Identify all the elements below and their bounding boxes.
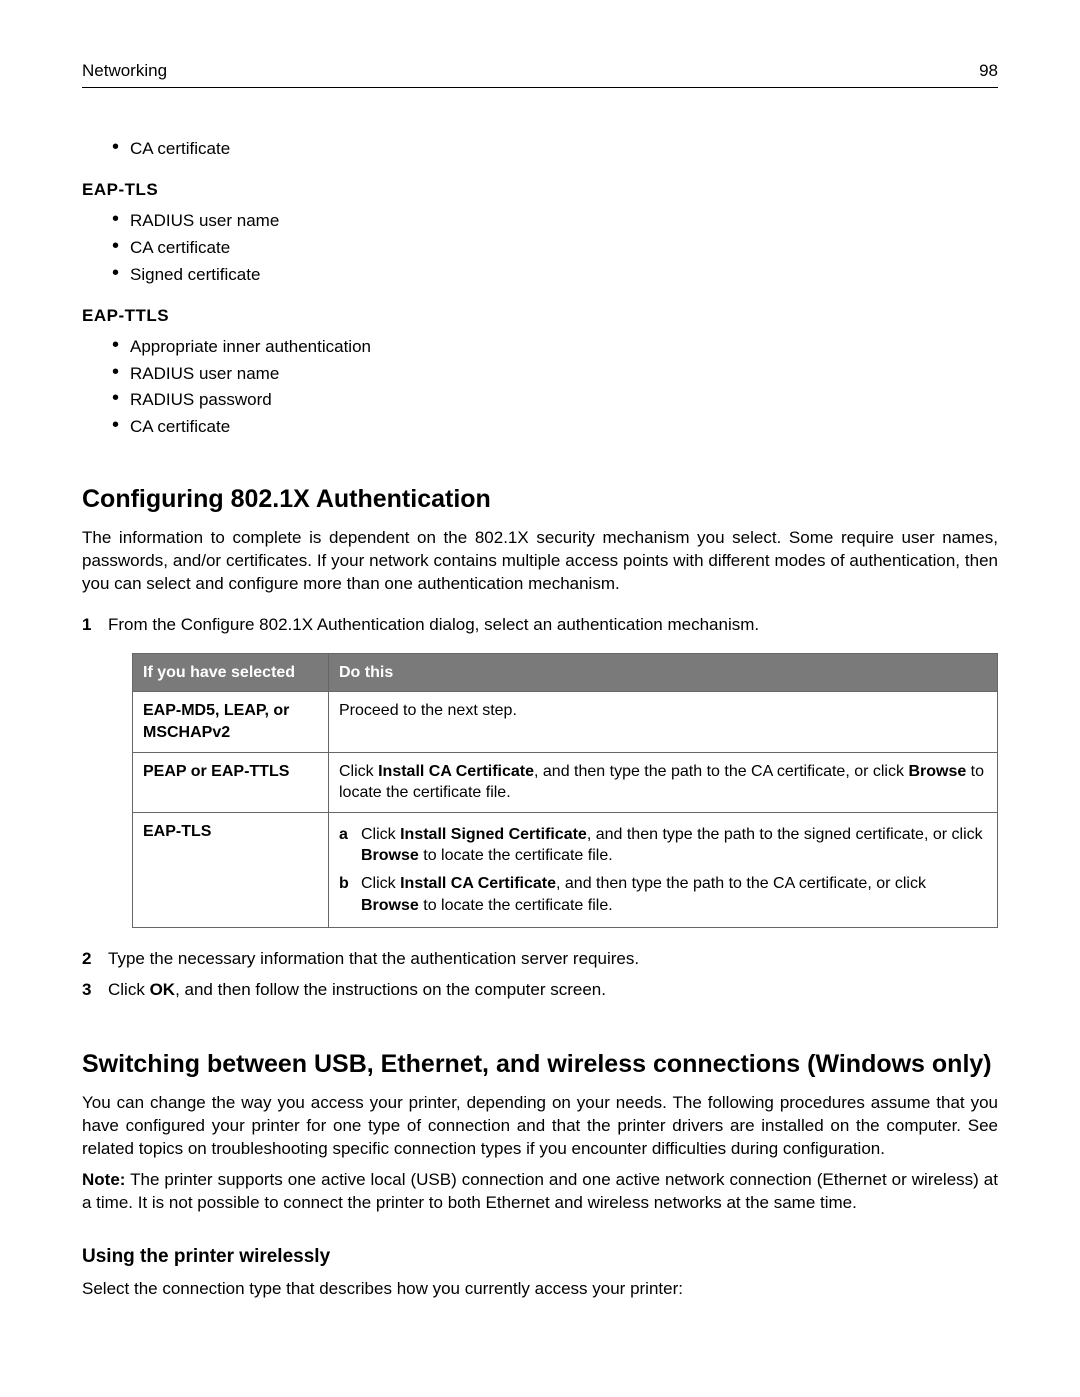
step-1-text: From the Configure 802.1X Authentication… (108, 615, 759, 634)
sub-steps: Click Install Signed Certificate, and th… (339, 821, 987, 919)
list-item: RADIUS user name (112, 208, 998, 235)
header-page-number: 98 (979, 60, 998, 83)
cell-do-this: Click Install CA Certificate, and then t… (329, 752, 998, 812)
using-wirelessly-p: Select the connection type that describe… (82, 1278, 998, 1301)
sub-step-b: Click Install CA Certificate, and then t… (339, 870, 987, 919)
list-item: RADIUS password (112, 387, 998, 414)
cell-selected: EAP-TLS (133, 812, 329, 927)
using-wirelessly-title: Using the printer wirelessly (82, 1244, 998, 1270)
page-container: Networking 98 CA certificate EAP‑TLS RAD… (0, 0, 1080, 1397)
cell-selected: PEAP or EAP-TTLS (133, 752, 329, 812)
cell-do-this: Proceed to the next step. (329, 692, 998, 752)
steps-list: From the Configure 802.1X Authentication… (82, 610, 998, 1006)
list-item: CA certificate (112, 136, 998, 163)
auth-table: If you have selected Do this EAP-MD5, LE… (132, 653, 998, 928)
list-item: CA certificate (112, 235, 998, 262)
step-2: Type the necessary information that the … (82, 944, 998, 975)
pre-bullet-list: CA certificate (82, 136, 998, 163)
page-header: Networking 98 (82, 60, 998, 88)
eap-tls-list: RADIUS user name CA certificate Signed c… (82, 208, 998, 289)
table-row: PEAP or EAP-TTLS Click Install CA Certif… (133, 752, 998, 812)
section-configuring-intro: The information to complete is dependent… (82, 527, 998, 596)
cell-selected: EAP-MD5, LEAP, or MSCHAPv2 (133, 692, 329, 752)
section-switching-p1: You can change the way you access your p… (82, 1092, 998, 1161)
section-configuring-title: Configuring 802.1X Authentication (82, 483, 998, 517)
eap-ttls-heading: EAP‑TTLS (82, 305, 998, 328)
header-section: Networking (82, 60, 167, 83)
table-col-do-this: Do this (329, 653, 998, 692)
eap-tls-heading: EAP‑TLS (82, 179, 998, 202)
section-switching-title: Switching between USB, Ethernet, and wir… (82, 1048, 998, 1082)
eap-ttls-list: Appropriate inner authentication RADIUS … (82, 334, 998, 442)
list-item: Appropriate inner authentication (112, 334, 998, 361)
list-item: RADIUS user name (112, 361, 998, 388)
table-row: EAP-TLS Click Install Signed Certificate… (133, 812, 998, 927)
list-item: Signed certificate (112, 262, 998, 289)
step-1: From the Configure 802.1X Authentication… (82, 610, 998, 944)
section-switching-note: Note: The printer supports one active lo… (82, 1169, 998, 1215)
sub-step-a: Click Install Signed Certificate, and th… (339, 821, 987, 870)
table-row: EAP-MD5, LEAP, or MSCHAPv2 Proceed to th… (133, 692, 998, 752)
table-col-selected: If you have selected (133, 653, 329, 692)
list-item: CA certificate (112, 414, 998, 441)
cell-do-this: Click Install Signed Certificate, and th… (329, 812, 998, 927)
step-3: Click OK, and then follow the instructio… (82, 975, 998, 1006)
